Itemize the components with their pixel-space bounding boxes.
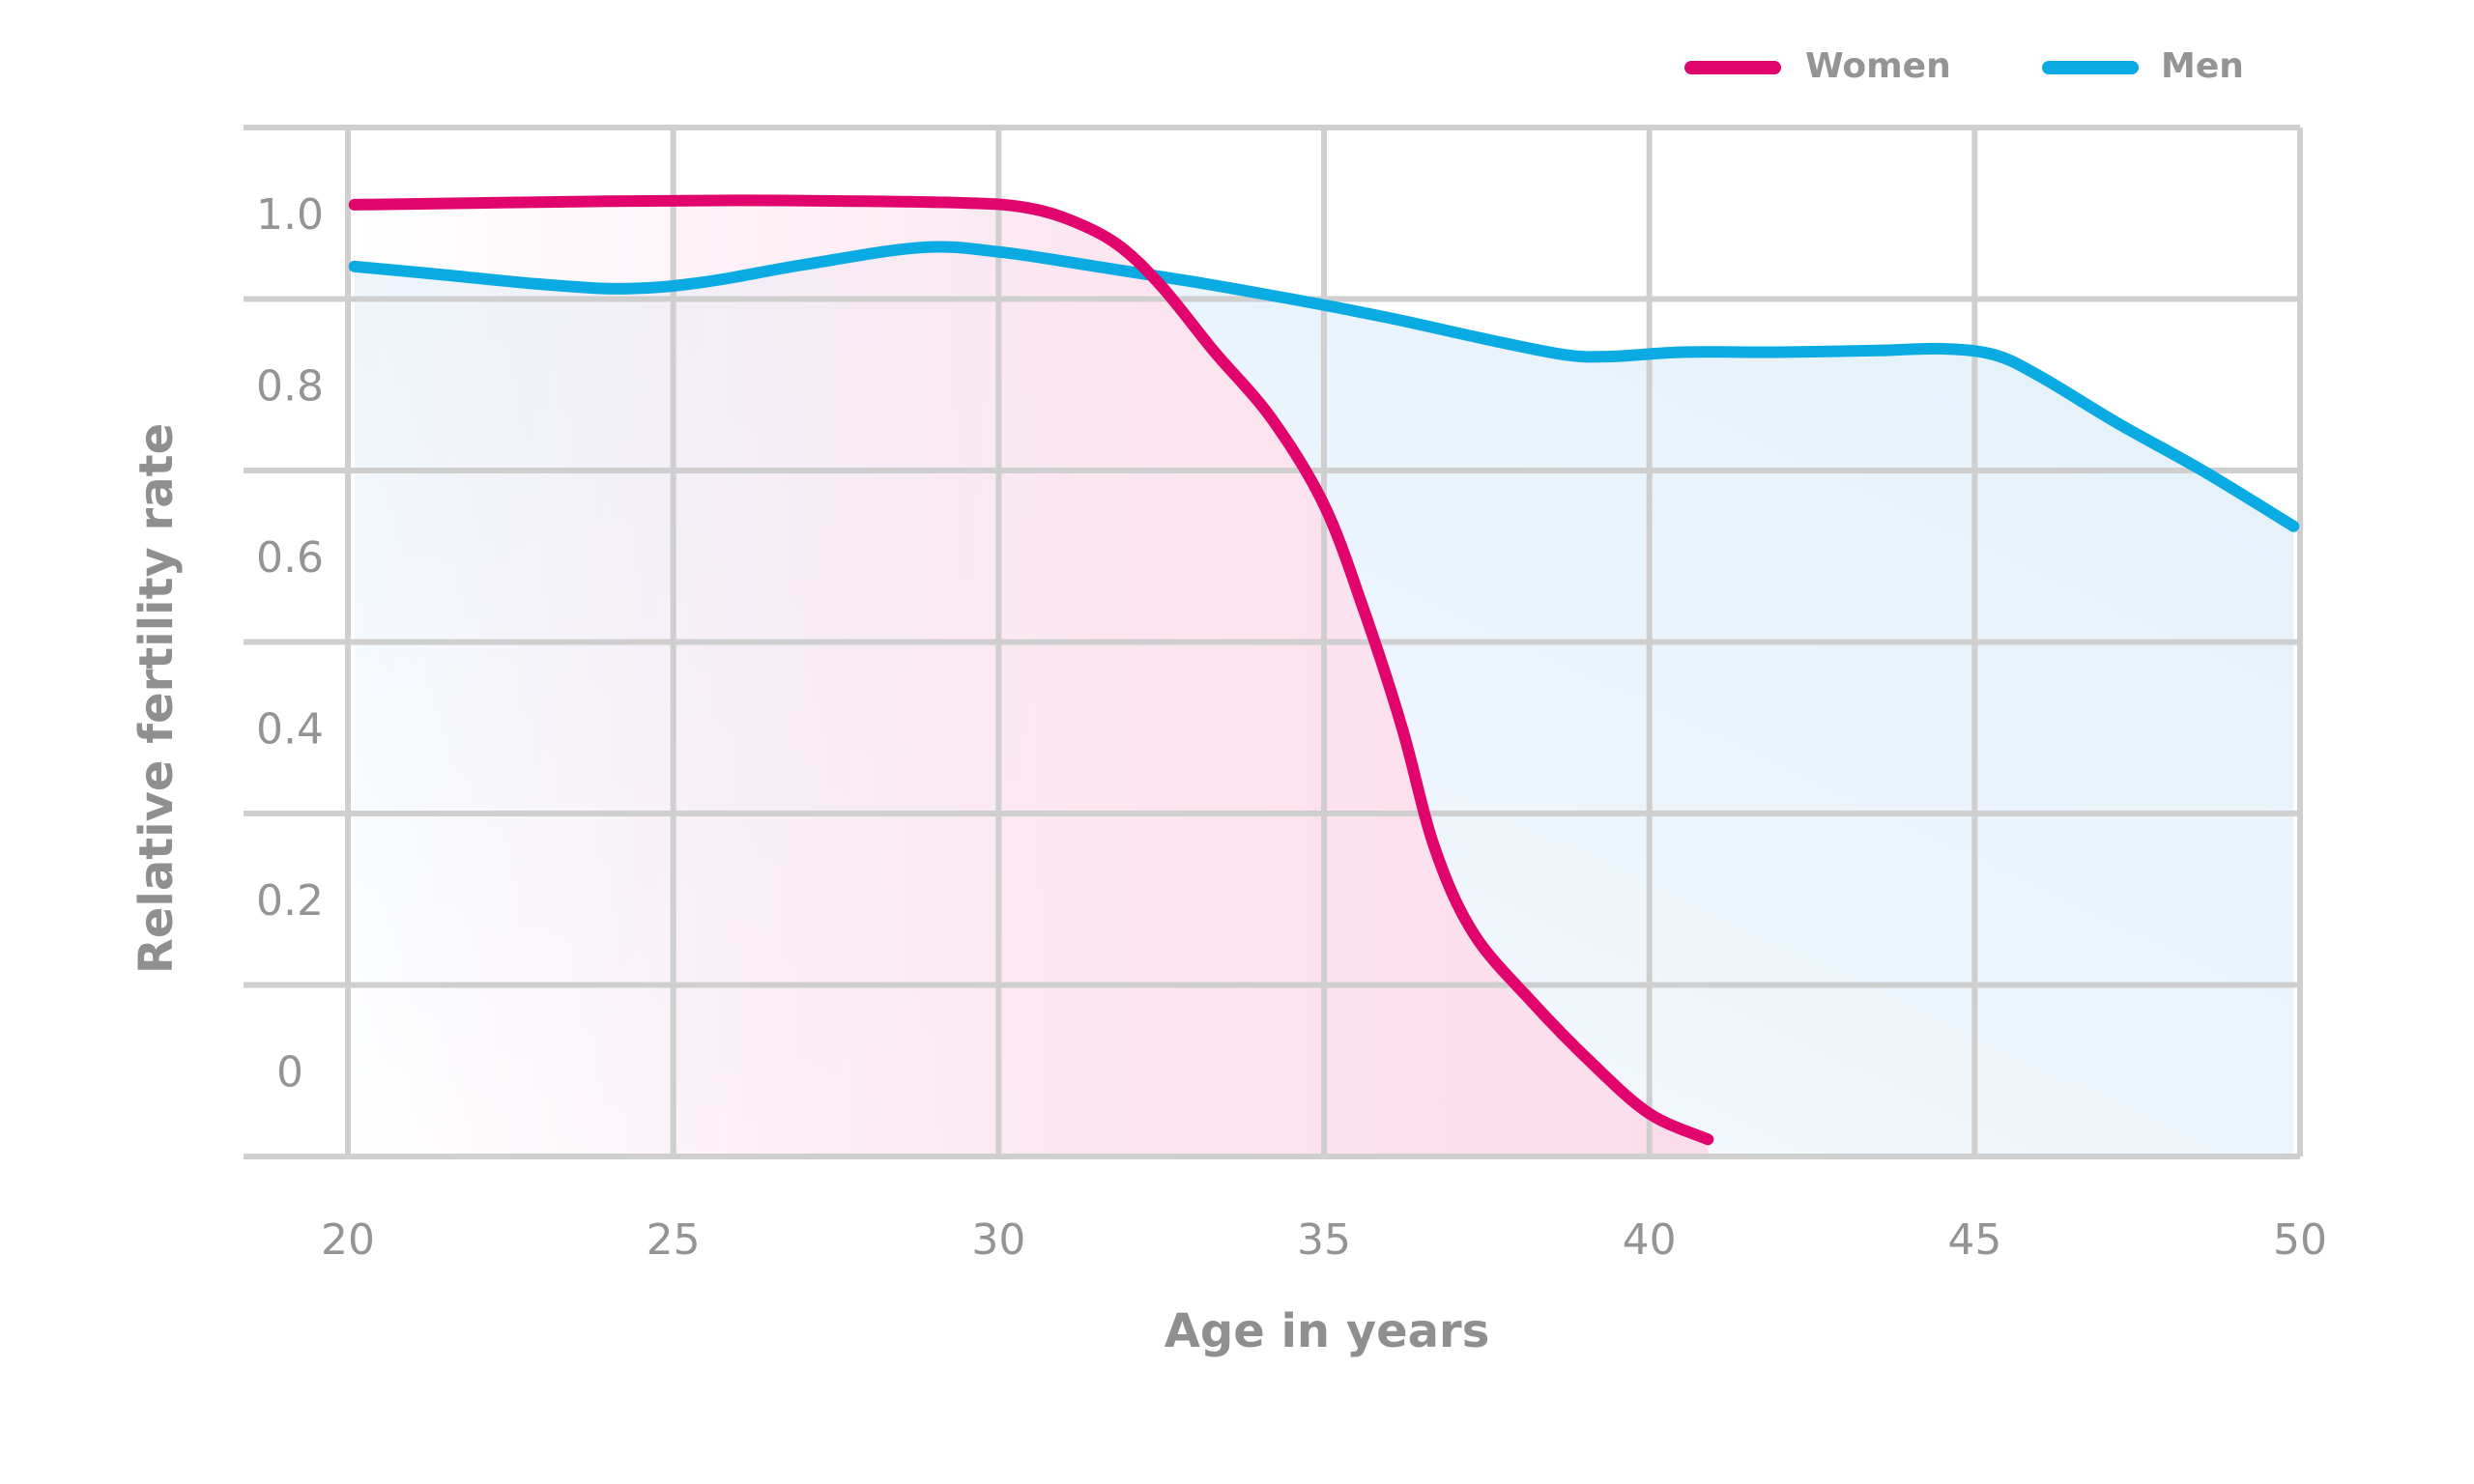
y-tick-label: 0 xyxy=(276,1047,303,1097)
y-tick-label: 0.8 xyxy=(256,361,324,411)
y-tick-label: 0.6 xyxy=(256,533,324,583)
legend: Women Men xyxy=(1684,46,2244,86)
legend-label-women: Women xyxy=(1805,46,1951,86)
y-axis-title: Relative fertility rate xyxy=(129,423,184,974)
series-lines xyxy=(348,194,2300,1146)
legend-item-men: Men xyxy=(2042,46,2244,86)
x-tick-label: 35 xyxy=(1297,1215,1351,1265)
series-line-men xyxy=(348,241,2300,532)
legend-item-women: Women xyxy=(1684,46,1951,86)
x-tick-label: 25 xyxy=(647,1215,701,1265)
area-fill-women xyxy=(354,200,1709,1156)
x-tick-label: 45 xyxy=(1947,1215,2001,1265)
y-tick-label: 1.0 xyxy=(256,190,324,240)
x-tick-label: 50 xyxy=(2273,1215,2327,1265)
y-tick-label: 0.4 xyxy=(256,704,324,754)
x-tick-label: 20 xyxy=(321,1215,375,1265)
x-tick-label: 30 xyxy=(971,1215,1025,1265)
tick-labels: 20 25 30 35 40 45 50 1.0 0.8 0.6 0.4 0.2 0 xyxy=(256,190,2327,1265)
series-line-women xyxy=(348,194,1714,1146)
x-tick-label: 40 xyxy=(1623,1215,1677,1265)
legend-label-men: Men xyxy=(2161,46,2244,86)
x-axis-title: Age in years xyxy=(1165,1304,1490,1358)
y-tick-label: 0.2 xyxy=(256,876,324,926)
